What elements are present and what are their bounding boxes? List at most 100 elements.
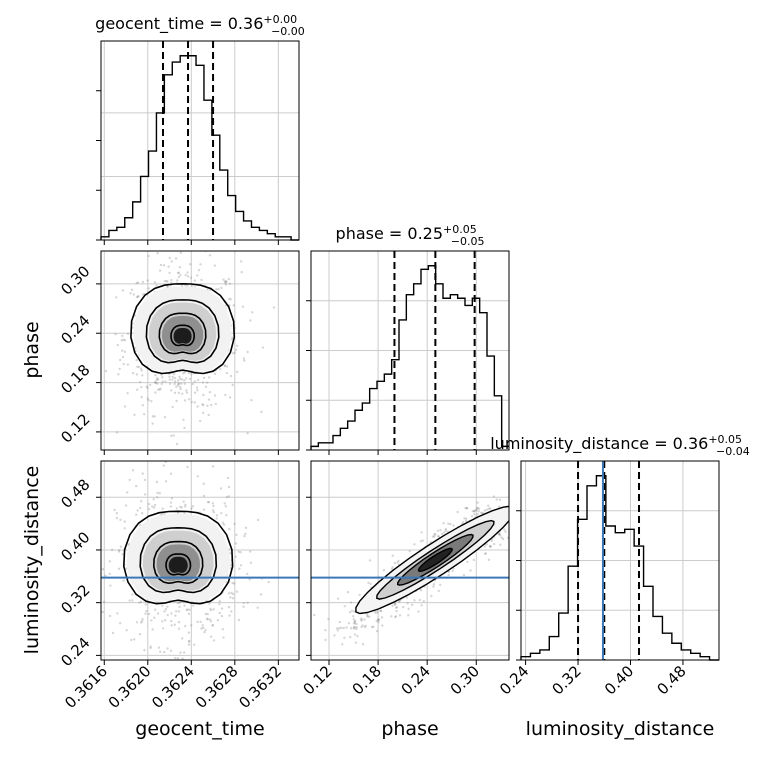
sample-point <box>162 264 166 267</box>
sample-point <box>161 604 164 607</box>
sample-point <box>170 389 173 392</box>
sample-point <box>203 453 205 455</box>
sample-point <box>168 271 171 275</box>
sample-point <box>353 626 357 629</box>
sample-point <box>442 522 445 525</box>
sample-point <box>483 545 486 548</box>
x-tick-label: 0.3624 <box>148 662 198 712</box>
sample-point <box>353 633 357 636</box>
sample-point <box>215 514 219 517</box>
sample-point <box>183 604 186 607</box>
sample-point <box>195 386 199 389</box>
sample-point <box>138 601 141 604</box>
sample-point <box>355 622 358 626</box>
sample-point <box>405 596 408 599</box>
sample-point <box>123 405 127 408</box>
sample-point <box>489 507 492 510</box>
sample-point <box>161 666 163 668</box>
sample-point <box>220 286 223 290</box>
sample-point <box>196 405 199 408</box>
sample-point <box>437 535 440 538</box>
sample-point <box>395 609 398 613</box>
sample-point <box>151 422 154 425</box>
sample-point <box>163 416 167 419</box>
y-tick-label: 0.24 <box>57 634 93 670</box>
gridlines <box>101 41 299 240</box>
sample-point <box>178 601 182 604</box>
sample-point <box>164 608 168 611</box>
sample-point <box>413 543 416 546</box>
sample-point <box>170 434 173 437</box>
sample-point <box>417 610 420 613</box>
sample-point <box>227 592 231 595</box>
sample-point <box>421 539 425 542</box>
sample-point <box>228 614 231 617</box>
sample-point <box>489 545 492 548</box>
sample-point <box>204 612 208 616</box>
x-tick-label: 0.3628 <box>192 662 242 712</box>
sample-point <box>179 505 182 509</box>
sample-point <box>110 548 114 552</box>
sample-point <box>121 334 124 338</box>
sample-point <box>196 388 199 392</box>
sample-point <box>379 609 382 613</box>
sample-point <box>246 431 249 435</box>
sample-point <box>125 629 128 632</box>
sample-point <box>145 385 148 388</box>
sample-point <box>108 560 112 563</box>
sample-point <box>472 558 476 562</box>
sample-point <box>149 383 152 387</box>
sample-point <box>354 641 358 644</box>
sample-point <box>188 377 192 381</box>
sample-point <box>181 392 184 395</box>
x-tick-label: 0.3632 <box>235 662 285 712</box>
sample-point <box>222 278 225 281</box>
x-tick-label: 0.30 <box>447 662 483 698</box>
sample-point <box>141 280 145 284</box>
sample-point <box>163 512 166 516</box>
sample-point <box>165 487 167 489</box>
panel-frame <box>100 40 300 241</box>
sample-point <box>86 550 88 552</box>
sample-point <box>223 281 227 284</box>
sample-point <box>149 645 152 648</box>
sample-point <box>153 616 156 619</box>
sample-point <box>407 607 410 611</box>
sample-point <box>474 509 477 512</box>
sample-point <box>206 618 209 621</box>
sample-point <box>249 319 252 322</box>
sample-point <box>173 623 176 626</box>
sample-point <box>151 415 155 418</box>
y-tick-label: 0.32 <box>57 581 93 617</box>
sample-point <box>226 476 230 480</box>
sample-point <box>117 567 121 570</box>
sample-point <box>420 604 423 607</box>
sample-point <box>182 500 185 503</box>
sample-point <box>183 512 186 515</box>
sample-point <box>135 621 139 624</box>
sample-point <box>206 500 210 504</box>
sample-point <box>397 559 400 563</box>
sample-point <box>213 264 217 267</box>
sample-point <box>123 520 126 523</box>
sample-point <box>139 506 142 510</box>
sample-point <box>407 614 410 617</box>
panel-2d-2 <box>313 495 509 646</box>
sample-point <box>167 265 170 268</box>
sample-point <box>200 278 203 282</box>
title-phase: phase = 0.25+0.05 −0.05 <box>336 223 485 248</box>
sample-point <box>144 603 147 606</box>
panel-2d-0 <box>101 251 276 489</box>
sample-point <box>147 399 150 402</box>
sample-point <box>132 293 136 296</box>
x-tick-label: 0.24 <box>496 662 532 698</box>
sample-point <box>204 628 207 632</box>
sample-point <box>246 350 249 354</box>
sample-point <box>164 461 168 464</box>
sample-point <box>477 510 480 513</box>
sample-point <box>129 292 132 295</box>
sample-point <box>469 569 472 572</box>
sample-point <box>213 372 217 376</box>
sample-point <box>134 484 138 488</box>
sample-point <box>375 629 379 633</box>
